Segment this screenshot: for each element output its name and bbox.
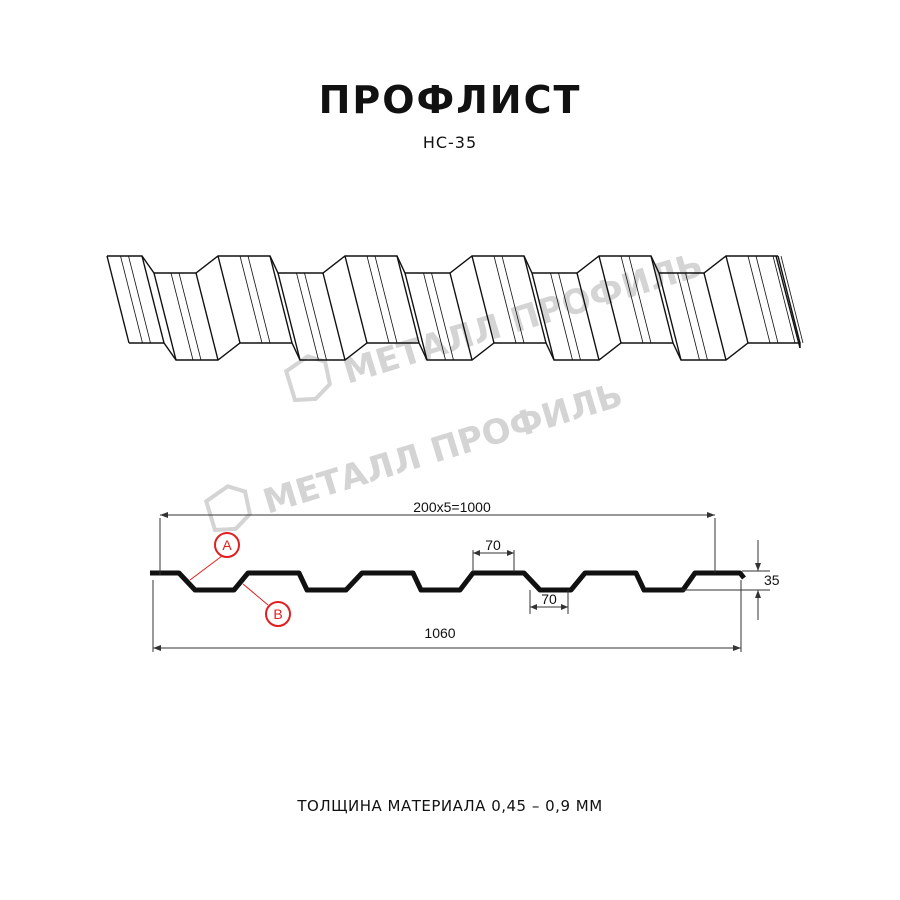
sheet-stiffener-line (239, 255, 263, 344)
sheet-stiffener-line (170, 272, 194, 361)
sheet-stiffener-line (747, 255, 771, 344)
page-title: ПРОФЛИСТ (318, 78, 582, 122)
callout-a-label: A (222, 537, 232, 553)
sheet-stiffener-line (423, 272, 446, 361)
sheet-fold-line (725, 255, 749, 344)
sheet-fold-line (777, 255, 801, 344)
callout-a: A (189, 532, 240, 581)
sheet-stiffener-line (685, 272, 708, 361)
dimension-crest-width: 70 (485, 537, 501, 553)
sheet-fold-line (658, 272, 682, 361)
sheet-fold-line (141, 255, 165, 344)
sheet-fold-line (471, 255, 495, 344)
sheet-stiffener-line (374, 255, 398, 344)
sheet-fold-line (277, 272, 301, 361)
sheet-fold-line (106, 255, 130, 344)
sheet-fold-line (217, 255, 241, 344)
sheet-stiffener-line (304, 272, 327, 361)
sheet-stiffener-line (128, 255, 151, 344)
sheet-stiffener-line (780, 255, 804, 344)
sheet-stiffener-line (178, 272, 202, 361)
profile-cross-section (150, 570, 746, 593)
sheet-stiffener-line (558, 272, 581, 361)
sheet-fold-line (775, 255, 801, 349)
sheet-fold-line (703, 272, 727, 361)
sheet-stiffener-line (620, 255, 644, 344)
dimension-height: 35 (764, 572, 780, 588)
material-thickness: ТОЛЩИНА МАТЕРИАЛА 0,45 – 0,9 ММ (297, 797, 603, 815)
sheet-stiffener-line (772, 255, 796, 344)
callout-b: B (242, 583, 291, 627)
sheet-fold-line (153, 272, 177, 361)
logo-icon (283, 354, 333, 403)
dimension-valley-width: 70 (541, 591, 557, 607)
callout-b-label: B (273, 606, 282, 622)
sheet-stiffener-line (493, 255, 517, 344)
sheet-fold-line (449, 272, 473, 361)
sheet-fold-line (344, 255, 368, 344)
sheet-fold-line (650, 255, 674, 344)
sheet-stiffener-line (366, 255, 390, 344)
dimension-overall-width: 1060 (424, 625, 455, 641)
sheet-stiffener-line (247, 255, 271, 344)
sheet-stiffener-line (501, 255, 525, 344)
sheet-stiffener-line (755, 255, 779, 344)
sheet-fold-line (322, 272, 346, 361)
sheet-stiffener-line (550, 272, 573, 361)
dimension-pitch-total: 200x5=1000 (413, 499, 491, 515)
page-subtitle: НС-35 (422, 133, 478, 152)
sheet-stiffener-line (628, 255, 652, 344)
sheet-stiffener-line (431, 272, 454, 361)
sheet-perspective-view (106, 255, 804, 361)
sheet-stiffener-line (677, 272, 700, 361)
watermark-text: МЕТАЛЛ ПРОФИЛЬ (339, 245, 708, 392)
sheet-fold-line (404, 272, 428, 361)
dimension-lines (152, 514, 770, 652)
sheet-fold-line (598, 255, 622, 344)
sheet-fold-line (396, 255, 420, 344)
sheet-fold-line (195, 272, 219, 361)
sheet-fold-line (531, 272, 555, 361)
sheet-stiffener-line (296, 272, 319, 361)
sheet-stiffener-line (120, 255, 143, 344)
sheet-fold-line (523, 255, 547, 344)
sheet-fold-line (269, 255, 293, 344)
logo-icon (203, 484, 253, 533)
sheet-fold-line (576, 272, 600, 361)
